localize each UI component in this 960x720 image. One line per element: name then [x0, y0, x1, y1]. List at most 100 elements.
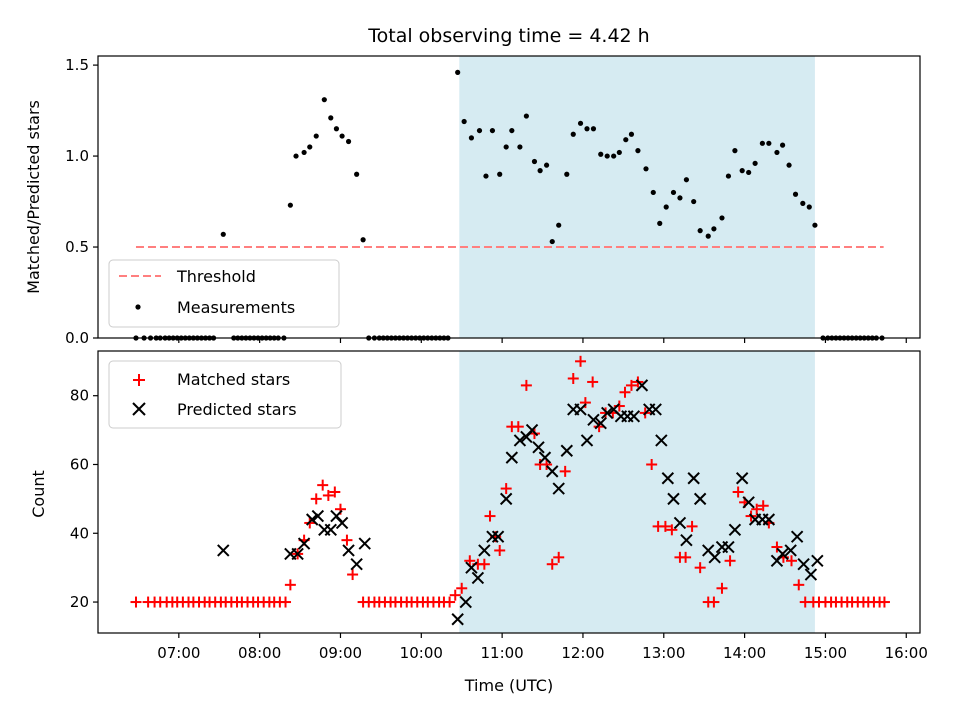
measurement-point [476, 127, 483, 134]
predicted-star-point [693, 492, 707, 506]
bottom-x-tick-label: 12:00 [561, 644, 604, 662]
predicted-star-point [358, 537, 371, 550]
bottom-x-tick-label: 10:00 [400, 644, 443, 662]
bottom-x-tick-label: 13:00 [642, 644, 685, 662]
measurement-point [584, 126, 590, 132]
matched-star-point [619, 386, 631, 398]
bottom-x-tick-label: 14:00 [723, 644, 766, 662]
measurement-point [455, 69, 461, 75]
bottom-x-tick-label: 09:00 [319, 644, 362, 662]
predicted-star-point [532, 441, 545, 454]
measurement-point [543, 162, 550, 168]
matched-star-point [878, 596, 890, 608]
measurement-point [766, 140, 772, 146]
matched-star-point [520, 379, 532, 391]
predicted-star-point [728, 523, 742, 537]
measurement-point [293, 153, 299, 159]
measurement-point [313, 133, 319, 139]
matched-star-point [732, 486, 744, 498]
bottom-y-tick-label: 20 [70, 593, 89, 611]
measurement-point [509, 127, 515, 134]
bottom-y-axis: 20 40 60 80 [70, 387, 98, 611]
measurement-point [570, 131, 576, 137]
measurement-point [287, 202, 293, 208]
top-y-tick-label: 1.0 [65, 147, 89, 165]
predicted-star-point [811, 554, 824, 567]
measurement-point [683, 177, 690, 183]
matched-star-point [541, 458, 553, 470]
predicted-star-point [525, 423, 539, 437]
bottom-y-axis-label: Count [29, 470, 48, 518]
matched-star-point [751, 503, 763, 515]
matched-star-point [694, 562, 706, 574]
measurement-point [556, 222, 562, 228]
bottom-x-tick-label: 15:00 [804, 644, 847, 662]
measurement-point [598, 151, 604, 157]
measurement-point [354, 171, 360, 177]
measurement-point [339, 133, 345, 139]
matched-star-point [500, 483, 512, 495]
chart-title: Total observing time = 4.42 h [367, 25, 649, 47]
legend-measurements-swatch [135, 304, 141, 310]
bottom-y-tick-label: 80 [70, 387, 89, 405]
measurement-point [611, 153, 617, 159]
predicted-star-point [776, 547, 789, 561]
predicted-star-point [735, 472, 749, 485]
measurement-point [752, 160, 758, 166]
predicted-star-point [742, 496, 755, 509]
measurement-point [564, 171, 570, 177]
measurement-point [497, 171, 503, 177]
measurement-point [806, 204, 812, 210]
bottom-legend: Matched stars Predicted stars [108, 360, 342, 429]
measurement-point [531, 158, 538, 165]
matched-star-point [575, 355, 587, 367]
measurement-point [635, 148, 641, 154]
matched-star-point [579, 397, 591, 409]
matched-star-point [666, 524, 678, 536]
matched-star-point [130, 596, 142, 608]
matched-star-point [771, 541, 783, 553]
measurement-point [774, 149, 780, 156]
matched-star-point [317, 479, 329, 491]
bottom-x-tick-label: 16:00 [885, 644, 928, 662]
predicted-star-point [471, 571, 485, 585]
measurement-point [719, 215, 725, 221]
measurement-point [643, 166, 649, 172]
predicted-star-point [655, 434, 668, 447]
legend-predicted-swatch [132, 402, 146, 416]
measurement-point [590, 126, 597, 132]
matched-star-point [546, 558, 558, 570]
matched-star-point [284, 579, 296, 591]
legend-matched-label: Matched stars [177, 370, 290, 389]
measurement-point [779, 142, 786, 148]
measurement-point [537, 168, 543, 174]
legend-matched-swatch [133, 374, 145, 386]
matched-star-point [625, 379, 637, 391]
bottom-x-tick-label: 08:00 [238, 644, 281, 662]
bottom-panel: 20 40 60 80 07:00 08:00 09:00 10:00 11:00 12:00 1… [29, 350, 928, 695]
measurement-point [759, 140, 765, 146]
measurement-point [657, 220, 663, 226]
predicted-star-point [661, 472, 675, 485]
predicted-star-point [491, 530, 505, 543]
predicted-star-point [708, 551, 721, 564]
matched-stars-group [130, 355, 890, 608]
predicted-star-point [342, 544, 355, 557]
predicted-star-point [291, 547, 304, 561]
predicted-star-point [797, 558, 810, 571]
measurement-point [691, 198, 697, 205]
measurement-point [489, 127, 496, 134]
measurement-point [333, 126, 340, 132]
measurement-point [220, 231, 226, 237]
predicted-star-point [546, 465, 559, 478]
top-y-tick-label: 1.5 [65, 56, 89, 74]
predicted-star-point [790, 530, 804, 543]
matched-star-point [686, 520, 698, 532]
predicted-star-point [580, 434, 594, 447]
legend-predicted-label: Predicted stars [177, 400, 297, 419]
bottom-y-tick-label: 60 [70, 455, 89, 473]
predicted-star-point [538, 451, 552, 464]
predicted-star-point [350, 558, 363, 571]
measurement-point [345, 138, 352, 145]
matched-star-point [512, 421, 524, 433]
